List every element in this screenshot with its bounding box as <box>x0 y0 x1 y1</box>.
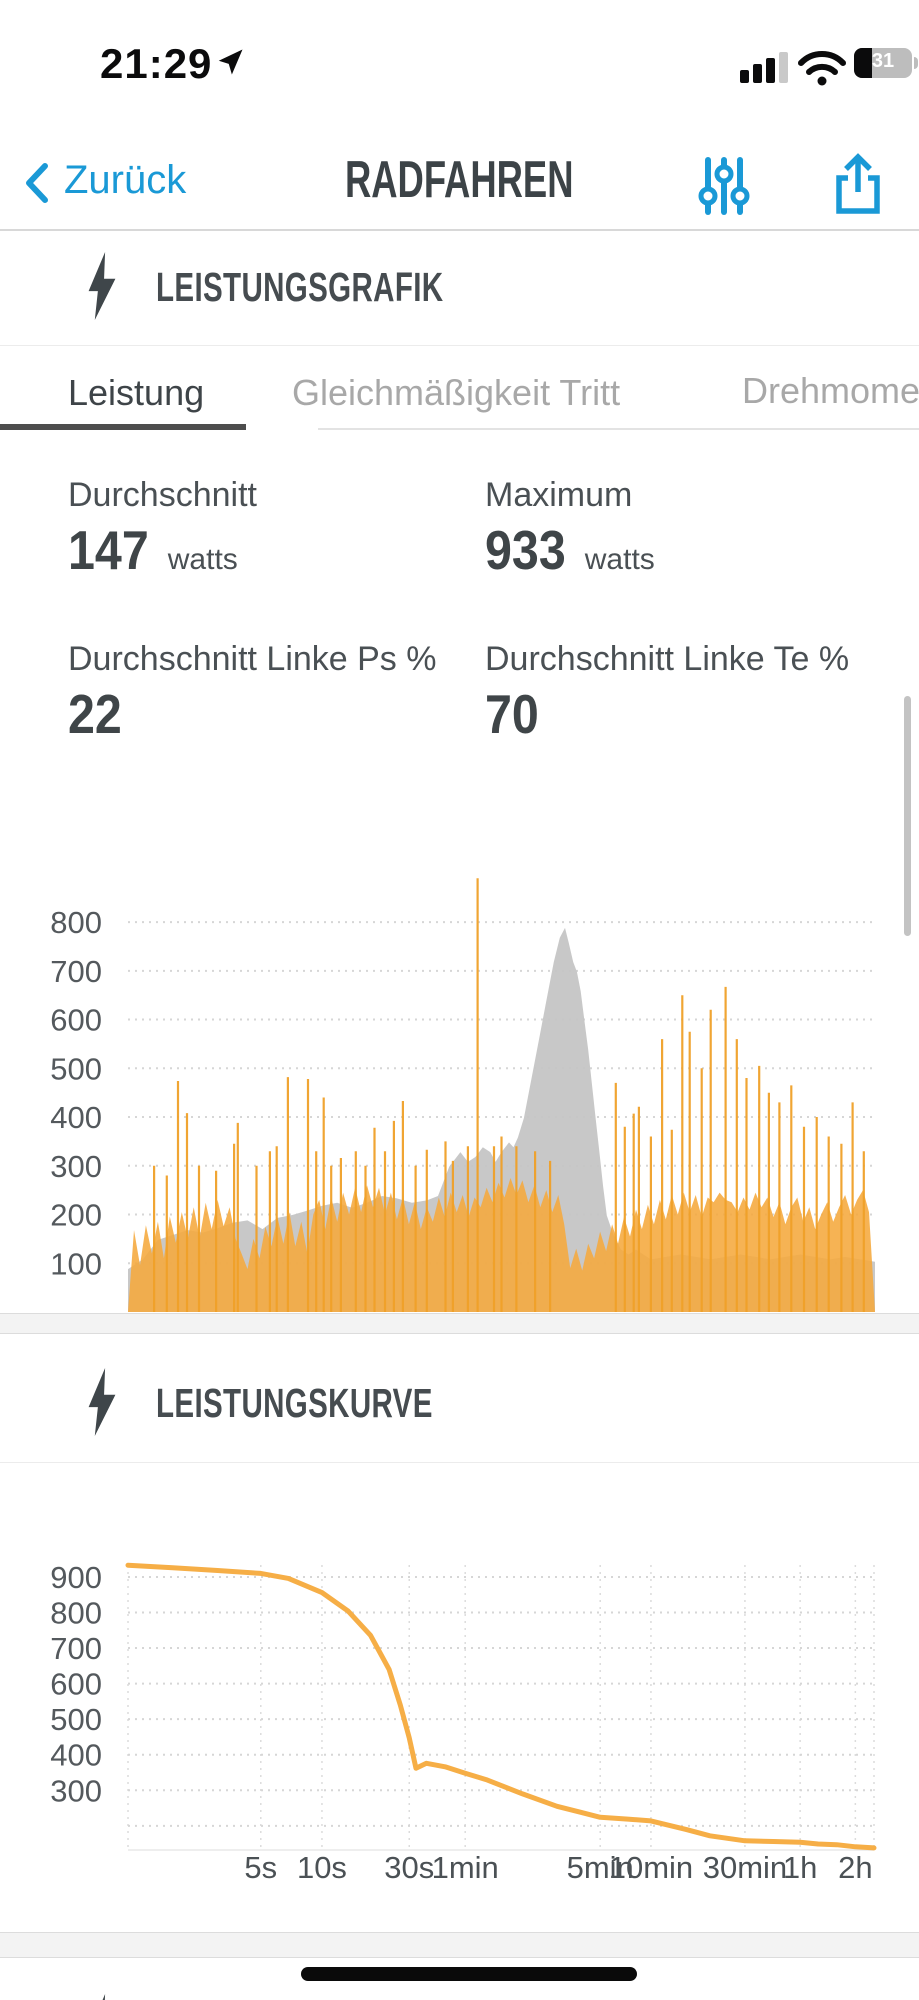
svg-text:800: 800 <box>50 905 102 940</box>
section-title-leistungskurve: LEISTUNGSKURVE <box>156 1380 433 1426</box>
section-title-leistungsgrafik: LEISTUNGSGRAFIK <box>156 264 444 310</box>
stat-label: Durchschnitt Linke Te % <box>485 640 850 678</box>
battery-percent: 31 <box>871 50 895 72</box>
svg-text:1h: 1h <box>783 1850 817 1885</box>
svg-text:2h: 2h <box>838 1850 872 1885</box>
filter-settings-icon[interactable] <box>698 156 750 216</box>
tab-drehmomenteffektivitaet[interactable]: Drehmomenteffektivität <box>742 370 919 411</box>
svg-text:500: 500 <box>50 1702 102 1737</box>
svg-text:300: 300 <box>50 1773 102 1808</box>
stat-value: 147 <box>68 519 149 581</box>
svg-text:10s: 10s <box>297 1850 347 1885</box>
stat-label: Durchschnitt Linke Ps % <box>68 640 437 678</box>
section-divider <box>0 345 919 346</box>
scroll-indicator[interactable] <box>904 696 911 936</box>
stat-unit: watts <box>167 543 238 576</box>
back-chevron-icon[interactable] <box>24 162 50 204</box>
svg-text:600: 600 <box>50 1003 102 1038</box>
stat-value: 22 <box>68 683 122 745</box>
stat-unit: watts <box>584 543 655 576</box>
battery-icon: 31 <box>854 48 912 78</box>
stat-label: Maximum <box>485 476 633 514</box>
wifi-icon <box>798 51 846 86</box>
location-icon <box>218 49 243 75</box>
svg-text:600: 600 <box>50 1667 102 1702</box>
cellular-signal-icon <box>740 52 788 83</box>
tab-gleichmaessigkeit-tritt[interactable]: Gleichmäßigkeit Tritt <box>292 372 621 413</box>
section-gap-band <box>0 1932 919 1958</box>
svg-text:200: 200 <box>50 1198 102 1233</box>
battery-nub <box>914 57 918 69</box>
home-indicator[interactable] <box>301 1967 637 1981</box>
svg-text:400: 400 <box>50 1738 102 1773</box>
svg-text:30s: 30s <box>384 1850 434 1885</box>
svg-text:700: 700 <box>50 1631 102 1666</box>
power-graph-chart[interactable]: 100 200 300 400 500 600 700 800 <box>0 856 919 1313</box>
svg-text:400: 400 <box>50 1100 102 1135</box>
svg-text:1min: 1min <box>432 1850 499 1885</box>
lightning-bolt-icon <box>88 252 116 320</box>
active-tab-underline <box>0 424 246 430</box>
svg-text:800: 800 <box>50 1596 102 1631</box>
status-time: 21:29 <box>100 40 213 87</box>
stat-value: 70 <box>485 683 539 745</box>
tab-leistung[interactable]: Leistung <box>68 372 205 413</box>
svg-text:500: 500 <box>50 1051 102 1086</box>
stat-value: 933 <box>485 519 566 581</box>
section-divider <box>0 1462 919 1463</box>
lightning-bolt-icon <box>88 1368 116 1436</box>
page-title: RADFAHREN <box>345 151 574 209</box>
svg-text:10min: 10min <box>609 1850 693 1885</box>
stat-label: Durchschnitt <box>68 476 257 514</box>
stat-value-row: 147 watts <box>68 518 238 582</box>
stat-value-row: 70 <box>485 682 546 746</box>
navbar-divider <box>0 229 919 231</box>
svg-text:300: 300 <box>50 1149 102 1184</box>
battery-fill <box>854 48 872 78</box>
share-icon[interactable] <box>834 152 882 216</box>
section-gap-band <box>0 1313 919 1334</box>
lightning-bolt-icon <box>102 1994 106 2000</box>
svg-text:100: 100 <box>50 1246 102 1281</box>
svg-text:30min: 30min <box>703 1850 787 1885</box>
back-button[interactable]: Zurück <box>64 158 187 202</box>
tabs-underline <box>318 428 919 430</box>
svg-text:5min: 5min <box>567 1850 634 1885</box>
svg-text:700: 700 <box>50 954 102 989</box>
svg-text:5s: 5s <box>244 1850 277 1885</box>
stat-value-row: 933 watts <box>485 518 655 582</box>
svg-text:900: 900 <box>50 1560 102 1595</box>
stat-value-row: 22 <box>68 682 129 746</box>
